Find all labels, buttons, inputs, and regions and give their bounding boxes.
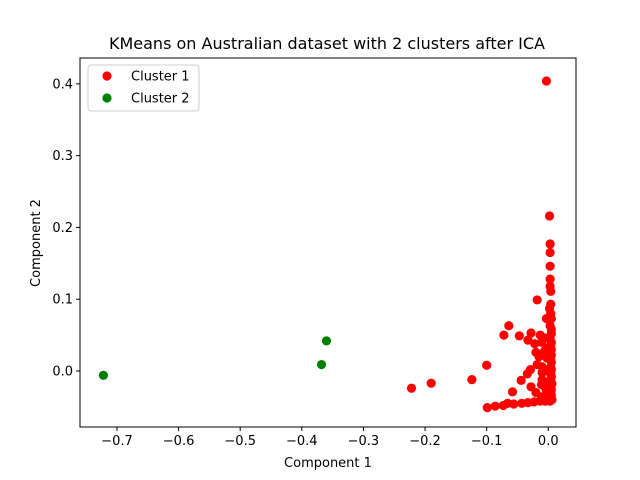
- cluster-1-point: [482, 360, 492, 370]
- cluster-1-point: [542, 353, 552, 363]
- x-tick-label: −0.4: [286, 434, 318, 449]
- cluster-1-point: [546, 324, 556, 334]
- cluster-1-point: [467, 375, 477, 385]
- cluster-1-point: [498, 400, 508, 411]
- cluster-2-point: [98, 370, 109, 380]
- legend-box: [87, 64, 200, 112]
- cluster-1-point: [514, 331, 524, 341]
- cluster-1-point: [523, 335, 533, 345]
- plot-frame: [79, 57, 577, 428]
- x-tick-label: 0.0: [538, 434, 559, 449]
- cluster-1-point: [534, 352, 544, 362]
- y-tick-label: 0.3: [52, 149, 73, 164]
- cluster-1-point: [507, 387, 518, 397]
- cluster-1-point: [545, 239, 555, 249]
- x-tick-label: −0.7: [101, 434, 133, 449]
- cluster-1-point: [426, 378, 436, 388]
- cluster-1-point: [541, 384, 551, 394]
- cluster-1-point: [532, 295, 542, 305]
- cluster-1-point: [542, 366, 552, 376]
- legend-marker-cluster-1: [102, 71, 112, 81]
- y-tick-label: 0.2: [52, 221, 73, 236]
- cluster-2-point: [321, 336, 332, 346]
- legend: Cluster 1 Cluster 2: [87, 64, 200, 112]
- cluster-2-point: [316, 359, 327, 370]
- cluster-1-point: [509, 399, 519, 409]
- legend-label-cluster-1: Cluster 1: [131, 70, 190, 85]
- x-axis-label: Component 1: [284, 456, 372, 471]
- legend-marker-cluster-2: [102, 93, 112, 103]
- x-tick-label: −0.5: [224, 434, 256, 449]
- cluster-1-point: [546, 286, 556, 296]
- x-tick-label: −0.2: [409, 434, 441, 449]
- cluster-1-point: [541, 76, 552, 86]
- x-axis: −0.7 −0.6 −0.5 −0.4 −0.3 −0.2 −0.1 0.0: [101, 427, 559, 449]
- cluster-1-point: [542, 343, 552, 353]
- cluster-1-point: [545, 274, 555, 284]
- cluster-1-point: [516, 375, 526, 385]
- cluster-1-point: [544, 211, 555, 221]
- y-tick-label: 0.4: [52, 77, 73, 92]
- cluster-1-point: [541, 314, 552, 324]
- y-axis-label: Component 2: [29, 199, 44, 287]
- cluster-1-point: [504, 321, 514, 331]
- cluster-1-point: [539, 333, 550, 343]
- cluster-1-point: [522, 369, 532, 379]
- cluster-1-point: [545, 261, 555, 271]
- cluster-1-point: [545, 247, 555, 258]
- legend-label-cluster-2: Cluster 2: [131, 92, 190, 107]
- x-tick-label: −0.6: [163, 434, 195, 449]
- x-tick-label: −0.1: [471, 434, 503, 449]
- y-tick-label: 0.1: [52, 293, 73, 308]
- y-tick-label: 0.0: [52, 365, 73, 380]
- cluster-1-point: [482, 403, 492, 413]
- x-tick-label: −0.3: [348, 434, 380, 449]
- cluster-1-point: [490, 401, 500, 411]
- cluster-1-point: [406, 383, 417, 393]
- chart-title: KMeans on Australian dataset with 2 clus…: [109, 34, 545, 53]
- plot-area: [79, 57, 577, 428]
- cluster-1-point: [499, 330, 509, 340]
- y-axis: 0.0 0.1 0.2 0.3 0.4: [52, 77, 80, 380]
- cluster-1-point: [526, 328, 536, 338]
